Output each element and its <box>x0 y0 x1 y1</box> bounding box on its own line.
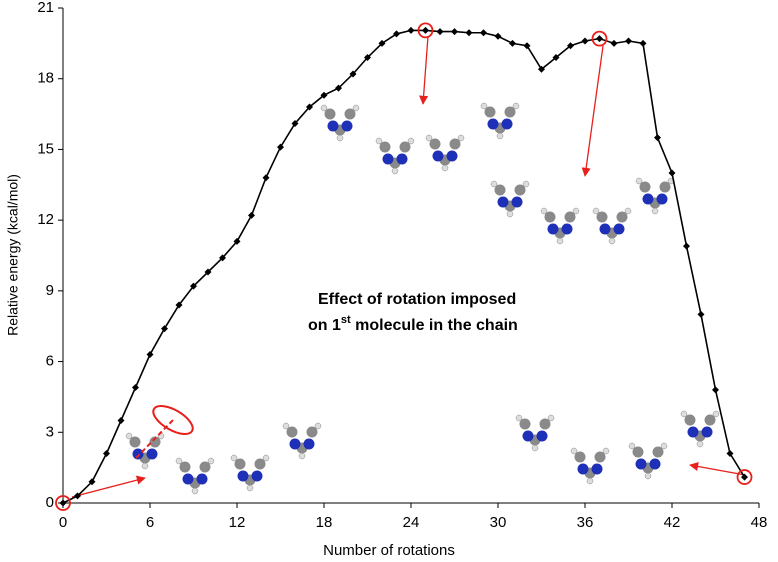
data-point <box>175 301 183 309</box>
data-point <box>335 84 342 92</box>
annotation: on 1st molecule in the chain <box>308 314 518 334</box>
highlight-circle <box>55 495 71 511</box>
x-tick-label: 48 <box>751 514 768 531</box>
data-point <box>610 39 618 47</box>
data-point <box>59 499 67 507</box>
annotation-part: molecule in the chain <box>351 317 518 334</box>
data-point <box>422 26 429 34</box>
highlight-circle <box>591 30 608 47</box>
data-point <box>712 386 719 394</box>
data-point <box>161 325 168 333</box>
data-point <box>88 478 96 486</box>
x-tick-label: 42 <box>664 514 681 531</box>
data-point <box>726 450 734 457</box>
data-point <box>248 211 255 219</box>
data-point <box>349 70 357 78</box>
y-tick-label: 3 <box>46 423 54 440</box>
data-point <box>538 65 545 73</box>
data-point <box>596 35 603 43</box>
data-point <box>523 42 531 50</box>
y-tick-label: 15 <box>37 140 54 157</box>
data-point <box>146 351 154 358</box>
highlight-circle <box>417 22 434 39</box>
data-point <box>364 54 371 61</box>
data-point <box>407 26 415 34</box>
data-point <box>291 120 299 127</box>
data-point <box>219 254 226 262</box>
data-point <box>639 39 647 47</box>
data-point <box>552 54 560 61</box>
data-point <box>233 237 241 245</box>
highlight-circle <box>736 469 753 485</box>
data-point <box>625 37 632 45</box>
data-line <box>62 29 746 504</box>
x-tick-label: 12 <box>229 514 246 531</box>
x-tick-label: 36 <box>577 514 594 531</box>
x-tick-label: 30 <box>490 514 507 531</box>
data-point <box>378 39 386 47</box>
x-tick-label: 24 <box>403 514 420 531</box>
x-tick-label: 0 <box>59 514 67 531</box>
annotation: Effect of rotation imposed <box>318 291 516 308</box>
y-tick-label: 0 <box>46 494 54 511</box>
annotation-part: on 1 <box>308 317 341 334</box>
data-point <box>320 91 328 99</box>
data-point <box>654 134 661 142</box>
red-arrows <box>71 35 746 498</box>
data-point <box>277 143 284 151</box>
data-point <box>567 42 574 50</box>
data-point <box>697 310 705 318</box>
x-tick-label: 18 <box>316 514 333 531</box>
y-tick-label: 21 <box>37 0 54 16</box>
data-point <box>509 39 516 47</box>
annotation-superscript: st <box>341 314 351 326</box>
y-tick-label: 6 <box>46 353 54 370</box>
data-point <box>451 28 458 36</box>
data-point <box>103 450 110 457</box>
x-tick-label: 6 <box>146 514 154 531</box>
data-point <box>393 30 400 38</box>
data-point <box>465 29 473 37</box>
data-point <box>494 32 502 40</box>
data-point <box>581 37 589 45</box>
data-point <box>683 242 690 250</box>
x-axis-title: Number of rotations <box>323 542 455 559</box>
data-point <box>204 268 212 276</box>
data-point <box>480 29 487 37</box>
data-point <box>262 174 270 182</box>
data-point <box>190 282 197 290</box>
y-axis-title: Relative energy (kcal/mol) <box>5 174 21 336</box>
y-tick-label: 12 <box>37 211 54 228</box>
y-tick-label: 9 <box>46 282 54 299</box>
y-tick-label: 18 <box>37 70 54 87</box>
data-point <box>436 28 444 36</box>
data-point <box>74 492 81 500</box>
data-point <box>306 103 313 111</box>
data-point <box>117 417 125 424</box>
data-point <box>668 169 676 177</box>
data-point <box>741 473 748 481</box>
data-point <box>132 384 139 391</box>
